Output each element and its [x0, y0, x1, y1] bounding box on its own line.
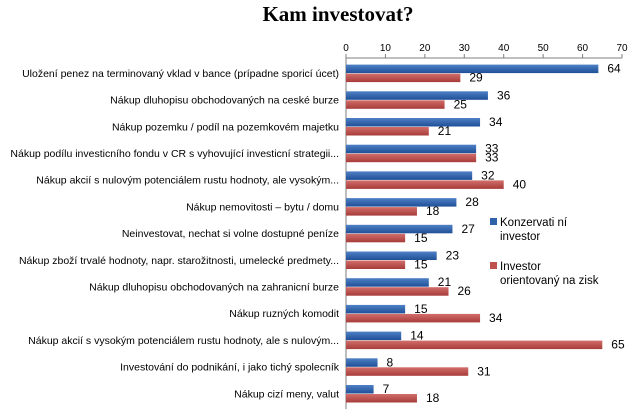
category-label: Nákup dluhopisu obchodovaných na ceské b…	[110, 95, 339, 107]
data-label: 28	[465, 195, 479, 209]
bar-zisk	[346, 287, 449, 296]
data-label: 18	[426, 204, 440, 218]
data-label: 26	[458, 284, 472, 298]
category-label: Investování do podnikání, i jako tichý s…	[120, 362, 340, 374]
bar-konzervativni	[346, 385, 374, 394]
data-label: 34	[489, 115, 503, 129]
data-label: 15	[414, 302, 428, 316]
bar-konzervativni	[346, 331, 402, 341]
x-tick-label: 30	[459, 43, 471, 54]
data-label: 40	[513, 177, 527, 191]
bar-konzervativni	[346, 251, 437, 260]
x-tick-label: 70	[616, 43, 628, 54]
bar-zisk	[346, 127, 429, 136]
bar-zisk	[346, 260, 406, 269]
data-label: 36	[497, 88, 511, 102]
data-label: 21	[438, 124, 452, 138]
bar-zisk	[346, 313, 481, 323]
data-label: 33	[485, 151, 499, 165]
data-label: 18	[426, 391, 440, 405]
bar-konzervativni	[346, 91, 488, 100]
legend-label: orientovaný na zisk	[500, 275, 599, 287]
bar-zisk	[346, 394, 417, 403]
bar-konzervativni	[346, 118, 481, 127]
bar-zisk	[346, 73, 461, 83]
bar-zisk	[346, 367, 469, 376]
legend-label: investor	[500, 231, 540, 243]
data-label: 14	[410, 329, 424, 343]
bar-zisk	[346, 340, 603, 350]
bar-konzervativni	[346, 171, 473, 180]
data-label: 25	[454, 97, 468, 111]
data-label: 34	[489, 311, 503, 325]
bar-konzervativni	[346, 304, 406, 314]
x-tick-label: 20	[419, 43, 431, 54]
data-label: 31	[477, 364, 491, 378]
data-label: 23	[446, 249, 460, 263]
x-tick-label: 60	[577, 43, 589, 54]
category-label: Neinvestovat, nechat si volne dostupné p…	[122, 228, 339, 240]
legend: Konzervati ní investor Investor orientovaný…	[490, 217, 599, 287]
bar-zisk	[346, 233, 406, 243]
chart-title: Kam investovat?	[262, 2, 413, 26]
data-label: 21	[438, 275, 452, 289]
bar-konzervativni	[346, 144, 477, 154]
legend-swatch	[490, 218, 497, 225]
category-labels: Uložení penez na terminovaný vklad v ban…	[10, 68, 339, 400]
data-label: 7	[383, 382, 390, 396]
category-label: Uložení penez na terminovaný vklad v ban…	[22, 68, 339, 80]
data-label: 65	[611, 338, 625, 352]
x-tick-label: 40	[498, 43, 510, 54]
bar-konzervativni	[346, 224, 453, 234]
data-label: 15	[414, 258, 428, 272]
category-label: Nákup akcií s nulovým potenciálem rustu …	[36, 175, 339, 187]
legend-swatch	[490, 262, 497, 269]
category-label: Nákup ruzných komodit	[229, 308, 339, 320]
category-label: Nákup podílu investicního fondu v CR s v…	[10, 148, 339, 160]
x-tick-label: 50	[538, 43, 550, 54]
category-label: Nákup nemovitosti – bytu / domu	[186, 201, 339, 213]
bar-zisk	[346, 153, 477, 163]
legend-label: Investor	[500, 261, 541, 273]
bar-konzervativni	[346, 358, 378, 367]
bar-zisk	[346, 180, 504, 189]
x-axis: 0 10 20 30 40 50 60 70	[343, 43, 628, 410]
bar-zisk	[346, 100, 445, 109]
x-tick-label: 10	[380, 43, 392, 54]
bar-zisk	[346, 207, 417, 216]
data-label: 15	[414, 231, 428, 245]
bar-konzervativni	[346, 64, 599, 74]
category-label: Nákup pozemku / podíl na pozemkovém maje…	[112, 121, 339, 133]
bar-konzervativni	[346, 278, 429, 287]
data-label: 27	[461, 222, 475, 236]
data-label: 8	[387, 355, 394, 369]
category-label: Nákup zboží trvalé hodnoty, napr. starož…	[19, 255, 339, 267]
category-label: Nákup dluhopisu obchodovaných na zahrani…	[89, 281, 339, 293]
data-label: 33	[485, 142, 499, 156]
bar-konzervativni	[346, 198, 457, 207]
category-label: Nákup cizí meny, valut	[234, 388, 339, 400]
data-label: 29	[469, 71, 483, 85]
category-label: Nákup akcií s vysokým potenciálem rustu …	[28, 335, 339, 347]
x-tick-label: 0	[343, 43, 349, 54]
legend-label: Konzervati ní	[500, 217, 568, 229]
data-label: 64	[607, 62, 621, 76]
data-label: 32	[481, 168, 495, 182]
